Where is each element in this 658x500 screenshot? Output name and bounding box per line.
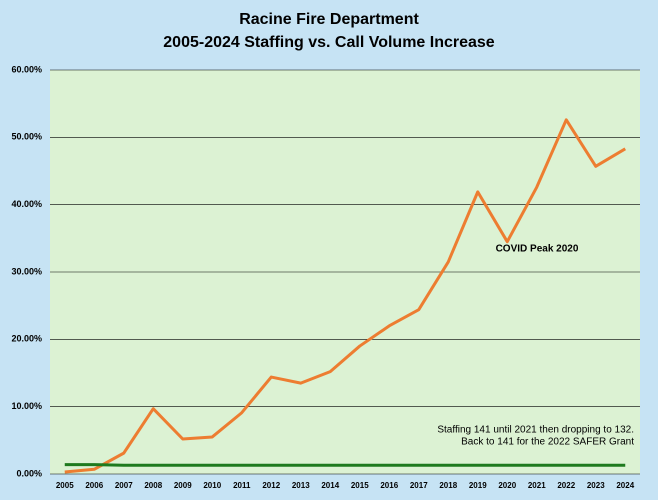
- x-tick-label: 2018: [439, 481, 457, 490]
- y-tick-label: 0.00%: [16, 468, 42, 478]
- y-tick-label: 60.00%: [11, 64, 42, 74]
- x-tick-label: 2022: [557, 481, 575, 490]
- x-tick-label: 2011: [233, 481, 251, 490]
- x-tick-label: 2021: [528, 481, 546, 490]
- y-tick-label: 30.00%: [11, 266, 42, 276]
- x-tick-label: 2012: [262, 481, 280, 490]
- x-tick-label: 2010: [203, 481, 221, 490]
- chart-title: Racine Fire Department: [239, 11, 419, 28]
- chart-subtitle: 2005-2024 Staffing vs. Call Volume Incre…: [163, 34, 495, 51]
- x-tick-label: 2019: [469, 481, 487, 490]
- data-line: [64, 463, 626, 467]
- x-tick-label: 2006: [85, 481, 103, 490]
- x-tick-label: 2024: [616, 481, 634, 490]
- annotation: COVID Peak 2020: [496, 244, 579, 255]
- x-tick-label: 2008: [144, 481, 162, 490]
- x-tick-label: 2005: [56, 481, 74, 490]
- x-tick-label: 2009: [174, 481, 192, 490]
- x-tick-label: 2016: [380, 481, 398, 490]
- x-tick-label: 2017: [410, 481, 428, 490]
- y-tick-label: 50.00%: [11, 132, 42, 142]
- x-tick-label: 2007: [115, 481, 133, 490]
- annotation: Staffing 141 until 2021 then dropping to…: [437, 425, 634, 436]
- y-tick-label: 20.00%: [11, 334, 42, 344]
- y-tick-label: 10.00%: [11, 401, 42, 411]
- data-line: [64, 118, 627, 474]
- x-tick-label: 2023: [587, 481, 605, 490]
- x-tick-label: 2013: [292, 481, 310, 490]
- y-tick-label: 40.00%: [11, 199, 42, 209]
- x-tick-label: 2014: [321, 481, 339, 490]
- x-tick-label: 2020: [498, 481, 516, 490]
- x-tick-label: 2015: [351, 481, 369, 490]
- annotation: Back to 141 for the 2022 SAFER Grant: [461, 437, 634, 448]
